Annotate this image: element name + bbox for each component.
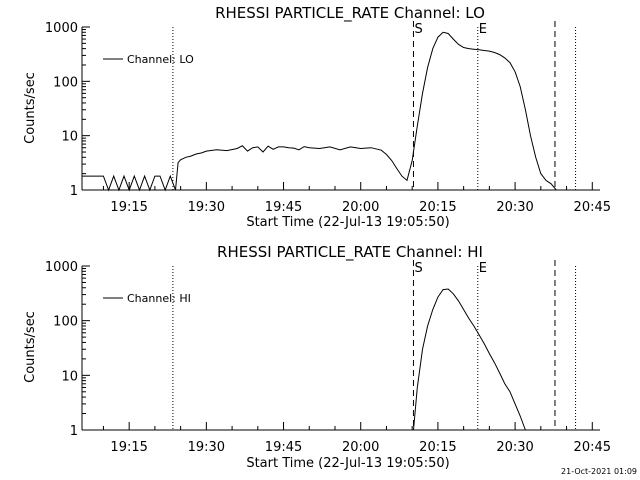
plot-title: RHESSI PARTICLE_RATE Channel: HI (217, 243, 483, 262)
x-tick-label: 20:15 (419, 200, 456, 215)
x-tick-label: 20:45 (574, 440, 611, 455)
x-tick-label: 19:30 (188, 440, 225, 455)
y-axis-label: Counts/sec (23, 72, 38, 144)
y-tick-label: 100 (53, 75, 78, 90)
y-tick-label: 10 (61, 369, 78, 384)
legend-label: Channel: LO (127, 53, 194, 66)
lo-channel-plot: RHESSI PARTICLE_RATE Channel: LO Counts/… (23, 4, 611, 230)
annotation-e: E (479, 261, 487, 276)
y-tick-label: 1000 (45, 260, 78, 275)
y-tick-label: 1000 (45, 21, 78, 36)
x-axis-label: Start Time (22-Jul-13 19:05:50) (246, 215, 449, 230)
y-tick-label: 1 (70, 424, 78, 439)
x-tick-label: 19:15 (110, 200, 147, 215)
y-tick-label: 100 (53, 315, 78, 330)
legend-label: Channel: HI (127, 292, 191, 305)
annotation-e: E (479, 22, 487, 37)
x-tick-label: 20:15 (419, 440, 456, 455)
x-tick-label: 19:45 (265, 440, 302, 455)
series-line (413, 288, 526, 431)
y-tick-label: 10 (61, 130, 78, 145)
x-tick-label: 19:15 (110, 440, 147, 455)
x-tick-label: 20:00 (342, 200, 379, 215)
annotation-s: S (414, 22, 422, 37)
legend: Channel: HI (103, 292, 191, 305)
x-tick-label: 19:30 (188, 200, 225, 215)
timestamp: 21-Oct-2021 01:09 (561, 467, 637, 476)
legend: Channel: LO (103, 53, 194, 66)
x-tick-label: 20:30 (496, 200, 533, 215)
y-axis-label: Counts/sec (23, 311, 38, 383)
plot-title: RHESSI PARTICLE_RATE Channel: LO (215, 4, 485, 23)
y-tick-label: 1 (70, 184, 78, 199)
x-tick-label: 19:45 (265, 200, 302, 215)
series-line (82, 31, 562, 192)
x-tick-label: 20:30 (496, 440, 533, 455)
hi-channel-plot: RHESSI PARTICLE_RATE Channel: HI Counts/… (23, 243, 611, 471)
x-tick-label: 20:00 (342, 440, 379, 455)
annotation-s: S (414, 261, 422, 276)
x-axis-label: Start Time (22-Jul-13 19:05:50) (246, 456, 449, 471)
x-tick-label: 20:45 (574, 200, 611, 215)
